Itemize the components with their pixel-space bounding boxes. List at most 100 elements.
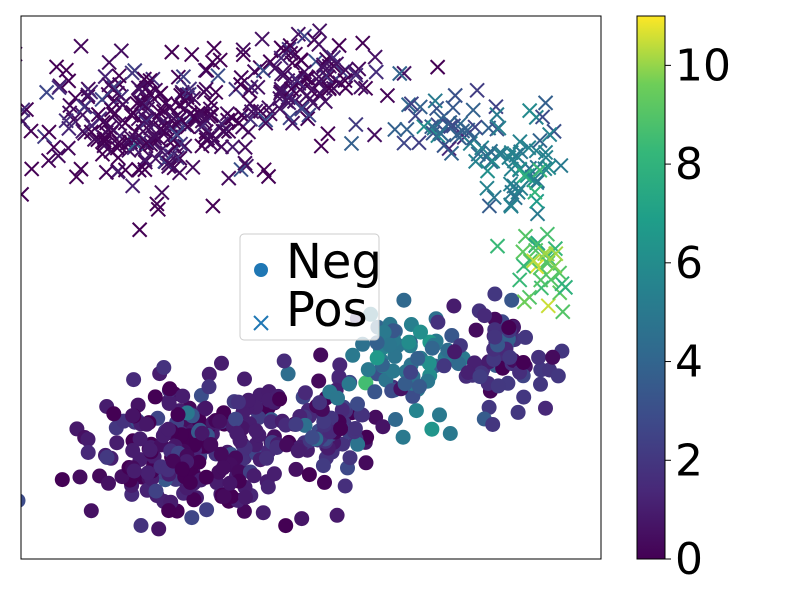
colorbar-tick-label-10: 10 [675, 40, 731, 91]
pos-point-899 [392, 65, 408, 82]
colorbar-frame [636, 15, 666, 560]
neg-point-390 [395, 429, 411, 445]
pos-point-859 [296, 64, 313, 80]
neg-point-150 [21, 493, 26, 508]
pos-point-784 [355, 35, 371, 51]
legend-marker-pos [253, 315, 269, 331]
pos-point-757 [320, 125, 336, 142]
pos-point-822 [296, 28, 313, 44]
neg-point-176 [201, 366, 217, 382]
pos-point-715 [111, 137, 128, 154]
pos-point-959 [516, 167, 533, 184]
pos-point-701 [177, 93, 194, 110]
neg-point-248 [170, 407, 186, 423]
pos-point-727 [124, 65, 140, 81]
neg-point-325 [375, 419, 391, 435]
neg-point-91 [132, 431, 148, 447]
neg-point-450 [481, 399, 497, 415]
neg-point-357 [444, 328, 460, 343]
neg-point-488 [468, 322, 484, 338]
pos-point-982 [522, 253, 539, 269]
pos-point-577 [131, 81, 148, 97]
neg-point-472 [460, 365, 476, 380]
pos-point-972 [557, 279, 574, 296]
neg-point-477 [485, 417, 501, 432]
pos-point-781 [357, 80, 374, 97]
pos-point-744 [151, 104, 168, 120]
pos-point-818 [348, 116, 364, 133]
neg-point-243 [230, 394, 246, 410]
pos-point-869 [443, 118, 459, 135]
pos-point-831 [232, 76, 249, 93]
pos-point-961 [540, 298, 556, 314]
neg-point-218 [194, 425, 210, 441]
neg-point-347 [276, 353, 292, 369]
pos-point-717 [149, 196, 165, 212]
pos-point-843 [366, 127, 383, 143]
pos-point-695 [160, 155, 177, 171]
neg-point-341 [342, 450, 358, 466]
neg-point-278 [279, 437, 295, 453]
pos-point-945 [486, 189, 502, 206]
neg-point-406 [410, 351, 426, 366]
pos-point-938 [541, 126, 558, 143]
neg-point-438 [487, 286, 503, 302]
pos-point-936 [534, 109, 551, 125]
pos-point-612 [60, 140, 76, 156]
neg-point-348 [288, 417, 304, 432]
neg-point-232 [109, 435, 125, 451]
pos-point-973 [512, 272, 528, 288]
pos-point-958 [503, 144, 519, 161]
pos-point-939 [481, 198, 498, 214]
neg-point-344 [333, 421, 349, 437]
neg-point-408 [330, 390, 345, 406]
neg-point-213 [198, 469, 214, 485]
neg-point-474 [430, 314, 446, 330]
pos-point-853 [348, 67, 364, 83]
neg-point-402 [350, 396, 365, 412]
neg-point-164 [237, 371, 252, 387]
neg-point-284 [266, 466, 282, 482]
pos-point-793 [273, 50, 289, 66]
neg-point-415 [382, 337, 397, 353]
pos-point-724 [205, 198, 221, 214]
pos-point-676 [256, 162, 272, 178]
pos-point-928 [532, 162, 548, 178]
pos-point-983 [533, 272, 549, 288]
pos-point-807 [284, 115, 301, 131]
pos-point-992 [536, 245, 553, 262]
pos-point-726 [76, 99, 92, 115]
pos-point-811 [262, 54, 278, 70]
pos-point-741 [194, 138, 210, 154]
neg-point-148 [142, 442, 158, 458]
pos-point-857 [311, 36, 327, 53]
pos-point-923 [532, 132, 548, 149]
neg-point-199 [140, 465, 156, 481]
pos-point-722 [231, 115, 247, 131]
neg-point-479 [504, 292, 520, 308]
pos-point-694 [80, 87, 96, 103]
pos-point-671 [94, 146, 111, 162]
neg-point-381 [355, 336, 371, 352]
pos-point-633 [83, 117, 100, 134]
pos-point-624 [38, 84, 55, 101]
pos-point-929 [512, 134, 528, 150]
pos-point-910 [537, 144, 554, 161]
pos-point-896 [436, 137, 452, 154]
pos-point-897 [412, 99, 428, 115]
neg-point-389 [421, 355, 437, 371]
neg-point-255 [160, 421, 176, 437]
neg-point-63 [99, 449, 115, 465]
pos-point-740 [137, 96, 153, 113]
pos-point-769 [197, 111, 214, 128]
neg-point-195 [216, 488, 232, 504]
colorbar-tick-label-2: 2 [675, 435, 703, 486]
pos-point-851 [347, 64, 364, 81]
legend: Neg Pos [239, 233, 382, 341]
neg-point-71 [278, 518, 294, 534]
pos-point-718 [206, 133, 222, 149]
neg-point-235 [191, 454, 207, 470]
neg-point-184 [201, 379, 217, 395]
pos-point-645 [175, 69, 192, 85]
